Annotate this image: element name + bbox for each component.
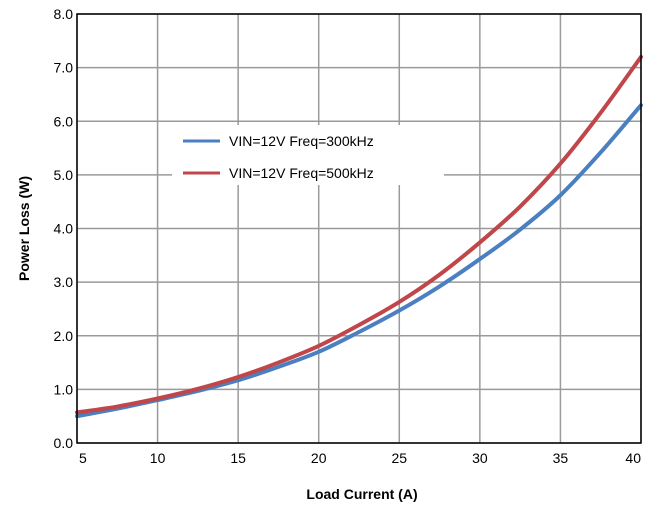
grid-lines: [76, 13, 642, 444]
y-tick-label: 1.0: [54, 381, 74, 397]
legend-background: [172, 125, 444, 185]
x-tick-label: 20: [311, 450, 327, 466]
legend: VIN=12V Freq=300kHz VIN=12V Freq=500kHz: [172, 125, 444, 185]
x-tick-labels: 5 10 15 20 25 30 35 40: [79, 450, 641, 466]
series-lines: [75, 54, 643, 419]
y-tick-label: 3.0: [54, 274, 74, 290]
series-line-1: [75, 54, 643, 415]
x-tick-label: 5: [79, 450, 87, 466]
y-tick-label: 2.0: [54, 328, 74, 344]
y-axis-title: Power Loss (W): [16, 176, 32, 281]
y-tick-label: 0.0: [54, 435, 74, 451]
legend-label-1: VIN=12V Freq=500kHz: [229, 165, 374, 181]
x-axis-title: Load Current (A): [306, 486, 417, 502]
x-tick-label: 30: [472, 450, 488, 466]
y-tick-label: 5.0: [54, 167, 74, 183]
x-tick-label: 10: [150, 450, 166, 466]
y-tick-label: 6.0: [54, 113, 74, 129]
x-tick-label: 35: [553, 450, 569, 466]
y-tick-label: 8.0: [54, 6, 74, 22]
x-tick-label: 40: [625, 450, 641, 466]
y-tick-label: 4.0: [54, 221, 74, 237]
y-tick-labels: 0.0 1.0 2.0 3.0 4.0 5.0 6.0 7.0 8.0: [54, 6, 74, 451]
x-tick-label: 25: [391, 450, 407, 466]
x-tick-label: 15: [230, 450, 246, 466]
plot-frame: [76, 13, 642, 444]
legend-label-0: VIN=12V Freq=300kHz: [229, 133, 374, 149]
y-tick-label: 7.0: [54, 60, 74, 76]
